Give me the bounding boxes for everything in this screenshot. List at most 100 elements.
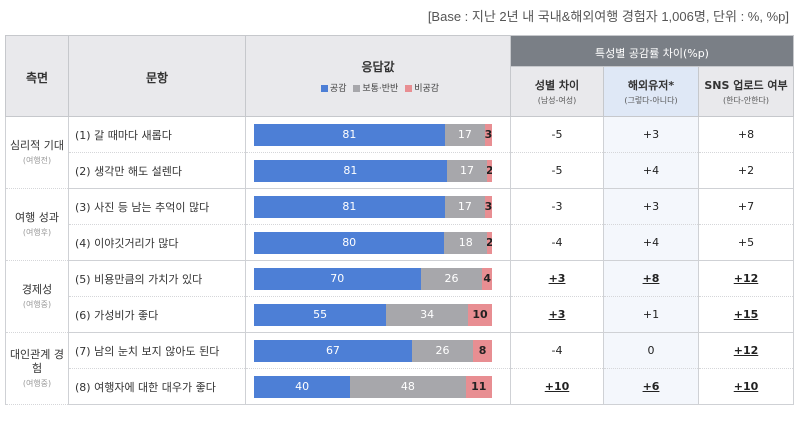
bar-segment-disagree: 8 xyxy=(473,339,492,362)
bar-segment-neutral: 17 xyxy=(444,195,485,218)
gender-diff-text: +3 xyxy=(548,308,566,321)
table-row: (6) 가성비가 좋다 55 34 10 +3 +1 +15 xyxy=(6,296,794,333)
bar-segment-neutral: 26 xyxy=(420,267,483,290)
item-label: (1) 갈 때마다 새롭다 xyxy=(68,116,246,153)
table-row: (8) 여행자에 대한 대우가 좋다 40 48 11 +10 +6 +10 xyxy=(6,368,794,405)
stacked-bar-cell: 55 34 10 xyxy=(245,296,511,333)
item-label: (6) 가성비가 좋다 xyxy=(68,296,246,333)
dimension-cell: 여행 성과 (여행후) xyxy=(5,188,69,261)
overseas-diff-text: +3 xyxy=(642,200,660,213)
bar-segment-neutral: 34 xyxy=(386,303,468,326)
legend-label-disagree: 비공감 xyxy=(414,84,440,94)
bar-segment-disagree: 10 xyxy=(467,303,492,326)
overseas-diff-value: +1 xyxy=(603,296,699,333)
sns-diff-text: +15 xyxy=(733,308,759,321)
sns-diff-text: +8 xyxy=(737,128,755,141)
bar-segment-agree: 67 xyxy=(254,339,412,362)
overseas-diff-value: +8 xyxy=(603,260,699,297)
stacked-bar: 80 18 2 xyxy=(254,231,492,254)
stacked-bar: 67 26 8 xyxy=(254,339,492,362)
gender-diff-value: -3 xyxy=(510,188,604,225)
sns-diff-value: +2 xyxy=(698,152,794,189)
overseas-diff-text: +8 xyxy=(642,272,660,285)
gender-diff-text: -5 xyxy=(551,128,563,141)
chart-legend: 공감 보통·반반 비공감 xyxy=(246,81,510,94)
bar-segment-neutral: 26 xyxy=(411,339,474,362)
table-row: 여행 성과 (여행후) (3) 사진 등 남는 추억이 많다 81 17 3 -3 +3 +7 xyxy=(5,188,794,261)
legend-label-neutral: 보통·반반 xyxy=(362,84,399,94)
sns-diff-value: +15 xyxy=(698,296,794,333)
sns-diff-value: +10 xyxy=(698,368,794,405)
sns-diff-value: +8 xyxy=(698,116,794,153)
sns-diff-text: +12 xyxy=(733,344,759,357)
stacked-bar-cell: 81 17 2 xyxy=(245,152,511,189)
dimension-name: 여행 성과 xyxy=(15,211,59,224)
table-row: (2) 생각만 해도 설렌다 81 17 2 -5 +4 +2 xyxy=(6,152,794,189)
diff-group-header: 특성별 공감률 차이(%p) xyxy=(510,35,794,67)
overseas-diff-text: +1 xyxy=(642,308,660,321)
item-label: (7) 남의 눈치 보지 않아도 된다 xyxy=(68,332,246,369)
stacked-bar-cell: 80 18 2 xyxy=(245,224,511,261)
gender-diff-text: +3 xyxy=(548,272,566,285)
overseas-diff-header: 해외유저* (그렇다-아니다) xyxy=(603,66,699,117)
stacked-bar: 81 17 3 xyxy=(254,195,492,218)
item-label: (8) 여행자에 대한 대우가 좋다 xyxy=(68,368,246,405)
stacked-bar: 81 17 3 xyxy=(254,123,492,146)
gender-diff-text: -4 xyxy=(551,236,563,249)
dimension-header: 측면 xyxy=(5,35,69,117)
overseas-diff-text: 0 xyxy=(647,344,655,357)
stacked-bar-cell: 40 48 11 xyxy=(245,368,511,405)
overseas-diff-text: +3 xyxy=(642,128,660,141)
overseas-diff-text: +4 xyxy=(642,164,660,177)
gender-diff-value: -4 xyxy=(510,224,604,261)
table-row: 경제성 (여행중) (5) 비용만큼의 가치가 있다 70 26 4 +3 +8 +12 xyxy=(5,260,794,333)
sns-diff-text: +5 xyxy=(737,236,755,249)
gender-diff-value: -5 xyxy=(510,152,604,189)
bar-segment-disagree: 3 xyxy=(484,123,492,146)
dimension-note: (여행전) xyxy=(22,156,52,165)
legend-swatch-neutral xyxy=(353,85,361,92)
stacked-bar: 81 17 2 xyxy=(254,159,492,182)
overseas-diff-value: +3 xyxy=(603,188,699,225)
table-row: 심리적 기대 (여행전) (1) 갈 때마다 새롭다 81 17 3 -5 +3 +8 xyxy=(5,116,794,189)
bar-segment-disagree: 2 xyxy=(487,159,492,182)
bar-segment-neutral: 18 xyxy=(444,231,488,254)
sns-diff-value: +12 xyxy=(698,332,794,369)
bar-segment-agree: 81 xyxy=(254,123,445,146)
sns-diff-text: +12 xyxy=(733,272,759,285)
stacked-bar: 40 48 11 xyxy=(254,375,492,398)
bar-segment-agree: 70 xyxy=(254,267,421,290)
bar-segment-agree: 81 xyxy=(254,159,447,182)
item-header: 문항 xyxy=(68,35,246,117)
gender-diff-value: +3 xyxy=(510,296,604,333)
dimension-name: 대인관계 경험 xyxy=(9,348,65,375)
item-label: (2) 생각만 해도 설렌다 xyxy=(68,152,246,189)
table-row: (4) 이야깃거리가 많다 80 18 2 -4 +4 +5 xyxy=(6,224,794,261)
overseas-diff-value: +6 xyxy=(603,368,699,405)
gender-diff-value: -5 xyxy=(510,116,604,153)
response-header: 응답값 공감 보통·반반 비공감 xyxy=(245,35,511,117)
legend-swatch-disagree xyxy=(405,85,413,92)
dimension-note: (여행중) xyxy=(22,379,52,388)
overseas-diff-text: +4 xyxy=(642,236,660,249)
gender-diff-text: -3 xyxy=(551,200,563,213)
item-label: (4) 이야깃거리가 많다 xyxy=(68,224,246,261)
sns-diff-value: +7 xyxy=(698,188,794,225)
stacked-bar: 55 34 10 xyxy=(254,303,492,326)
bar-segment-disagree: 2 xyxy=(487,231,492,254)
bar-segment-disagree: 3 xyxy=(484,195,492,218)
sns-diff-text: +2 xyxy=(737,164,755,177)
dimension-note: (여행후) xyxy=(22,228,52,237)
gender-diff-text: -4 xyxy=(551,344,563,357)
dimension-cell: 심리적 기대 (여행전) xyxy=(5,116,69,189)
dimension-note: (여행중) xyxy=(22,300,52,309)
bar-segment-agree: 80 xyxy=(254,231,445,254)
gender-diff-value: -4 xyxy=(510,332,604,369)
gender-diff-text: +10 xyxy=(544,380,570,393)
stacked-bar-cell: 81 17 3 xyxy=(245,116,511,153)
gender-diff-text: -5 xyxy=(551,164,563,177)
sns-diff-text: +10 xyxy=(733,380,759,393)
legend-label-agree: 공감 xyxy=(329,84,347,94)
legend-swatch-agree xyxy=(320,85,328,92)
item-label: (3) 사진 등 남는 추억이 많다 xyxy=(68,188,246,225)
